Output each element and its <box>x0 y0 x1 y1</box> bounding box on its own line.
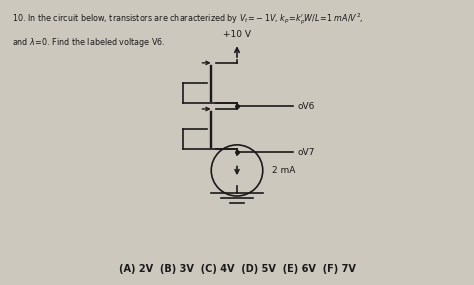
Text: oV7: oV7 <box>298 148 315 157</box>
Text: 2 mA: 2 mA <box>272 166 295 175</box>
Text: (A) 2V  (B) 3V  (C) 4V  (D) 5V  (E) 6V  (F) 7V: (A) 2V (B) 3V (C) 4V (D) 5V (E) 6V (F) 7… <box>118 264 356 274</box>
Text: and $\lambda\!=\!0$. Find the labeled voltage V6.: and $\lambda\!=\!0$. Find the labeled vo… <box>12 36 165 49</box>
Text: 10. In the circuit below, transistors are characterized by $V_t\!=\!-1V$, $k_p\!: 10. In the circuit below, transistors ar… <box>12 11 364 27</box>
Text: +10 V: +10 V <box>223 30 251 39</box>
Text: oV6: oV6 <box>298 102 315 111</box>
